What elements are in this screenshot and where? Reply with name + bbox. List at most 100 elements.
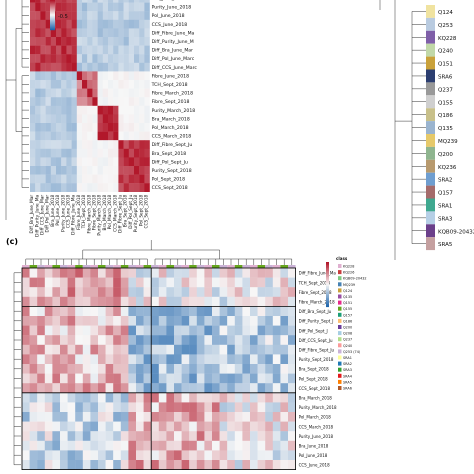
heatmap-cell <box>128 460 137 470</box>
cultivar-label: Q200 <box>438 152 453 158</box>
heatmap-cell <box>257 402 266 413</box>
heatmap-cell <box>98 421 106 432</box>
legend-swatch <box>338 318 342 323</box>
heatmap-cell <box>151 335 159 345</box>
heatmap-cell <box>52 296 61 307</box>
heatmap-cell <box>71 114 77 124</box>
heatmap-cell <box>45 157 51 167</box>
column-label: Diff_Pol_June_Mar <box>45 195 51 233</box>
colorbar-segment <box>50 29 55 31</box>
heatmap-cell <box>196 402 205 413</box>
heatmap-cell <box>108 148 114 158</box>
heatmap-cell <box>265 392 273 403</box>
column-label: Bra_March_2018 <box>102 195 108 231</box>
heatmap-cell <box>76 148 83 158</box>
heatmap-cell <box>136 296 144 307</box>
heatmap-cell <box>30 71 36 81</box>
heatmap-cell <box>35 174 41 184</box>
heatmap-cell <box>151 364 159 374</box>
heatmap-cell <box>113 421 121 432</box>
heatmap-cell <box>67 450 76 461</box>
heatmap-cell <box>82 19 88 29</box>
column-label: Diff_Purity_June_Ma <box>34 194 40 236</box>
heatmap-cell <box>71 19 77 29</box>
heatmap-cell <box>35 166 41 175</box>
colorbar-segment <box>50 25 55 27</box>
heatmap-cell <box>196 306 205 317</box>
heatmap-cell <box>40 114 46 124</box>
heatmap-cell <box>139 0 145 3</box>
heatmap-cell <box>50 140 57 149</box>
heatmap-cell <box>90 440 99 451</box>
heatmap-cell <box>102 19 109 29</box>
heatmap-cell <box>76 80 83 89</box>
heatmap-cell <box>134 140 140 149</box>
heatmap-cell <box>45 19 51 29</box>
cultivar-color-swatch <box>426 185 435 199</box>
heatmap-cell <box>158 268 167 278</box>
heatmap-cell <box>105 268 114 278</box>
heatmap-cell <box>98 296 106 307</box>
heatmap-cell <box>52 421 61 432</box>
heatmap-cell <box>90 412 99 422</box>
heatmap-cell <box>219 344 228 355</box>
heatmap-cell <box>280 421 289 432</box>
heatmap-cell <box>52 460 61 470</box>
heatmap-cell <box>102 140 109 149</box>
heatmap-cell <box>128 37 135 46</box>
heatmap-cell <box>288 460 296 470</box>
heatmap-cell <box>30 140 36 149</box>
heatmap-cell <box>61 88 67 98</box>
heatmap-cell <box>92 131 98 141</box>
heatmap-cell <box>98 277 106 288</box>
heatmap-cell <box>158 440 167 451</box>
heatmap-cell <box>196 421 205 432</box>
heatmap-cell <box>120 402 129 413</box>
heatmap-cell <box>102 114 109 124</box>
heatmap-cell <box>44 412 53 422</box>
heatmap-cell <box>265 287 273 297</box>
heatmap-cell <box>189 325 197 336</box>
legend-label: Q124 <box>343 289 352 293</box>
heatmap-cell <box>40 54 46 63</box>
heatmap-cell <box>61 183 67 192</box>
heatmap-cell <box>108 174 114 184</box>
heatmap-cell <box>113 287 121 297</box>
heatmap-cell <box>234 392 243 403</box>
column-label: Purity_March_2018 <box>97 195 103 236</box>
heatmap-cell <box>82 183 88 192</box>
heatmap-cell <box>52 450 61 461</box>
heatmap-cell <box>44 402 53 413</box>
heatmap-cell <box>123 183 129 192</box>
heatmap-cell <box>60 392 68 403</box>
heatmap-cell <box>66 71 72 81</box>
heatmap-cell <box>120 316 129 326</box>
heatmap-cell <box>134 157 140 167</box>
heatmap-cell <box>288 344 296 355</box>
heatmap-cell <box>97 97 103 106</box>
heatmap-cell <box>90 277 99 288</box>
heatmap-cell <box>174 373 182 384</box>
heatmap-cell <box>82 131 88 141</box>
heatmap-cell <box>234 306 243 317</box>
heatmap-cell <box>242 460 251 470</box>
heatmap-cell <box>44 335 53 345</box>
heatmap-cell <box>144 157 150 167</box>
heatmap-cell <box>75 296 83 307</box>
heatmap-cell <box>40 140 46 149</box>
heatmap-cell <box>113 166 119 175</box>
heatmap-cell <box>151 344 159 355</box>
heatmap-cell <box>250 344 258 355</box>
heatmap-cell <box>92 105 98 115</box>
heatmap-cell <box>56 71 62 81</box>
value-colorbar-segment <box>326 271 329 273</box>
heatmap-cell <box>166 431 175 441</box>
heatmap-cell <box>120 354 129 365</box>
heatmap-cell <box>227 460 235 470</box>
heatmap-cell <box>204 383 213 393</box>
heatmap-cell <box>22 287 30 297</box>
cultivar-color-swatch <box>426 134 435 147</box>
heatmap-cell <box>60 383 68 393</box>
heatmap-cell <box>272 268 281 278</box>
heatmap-cell <box>56 54 62 63</box>
